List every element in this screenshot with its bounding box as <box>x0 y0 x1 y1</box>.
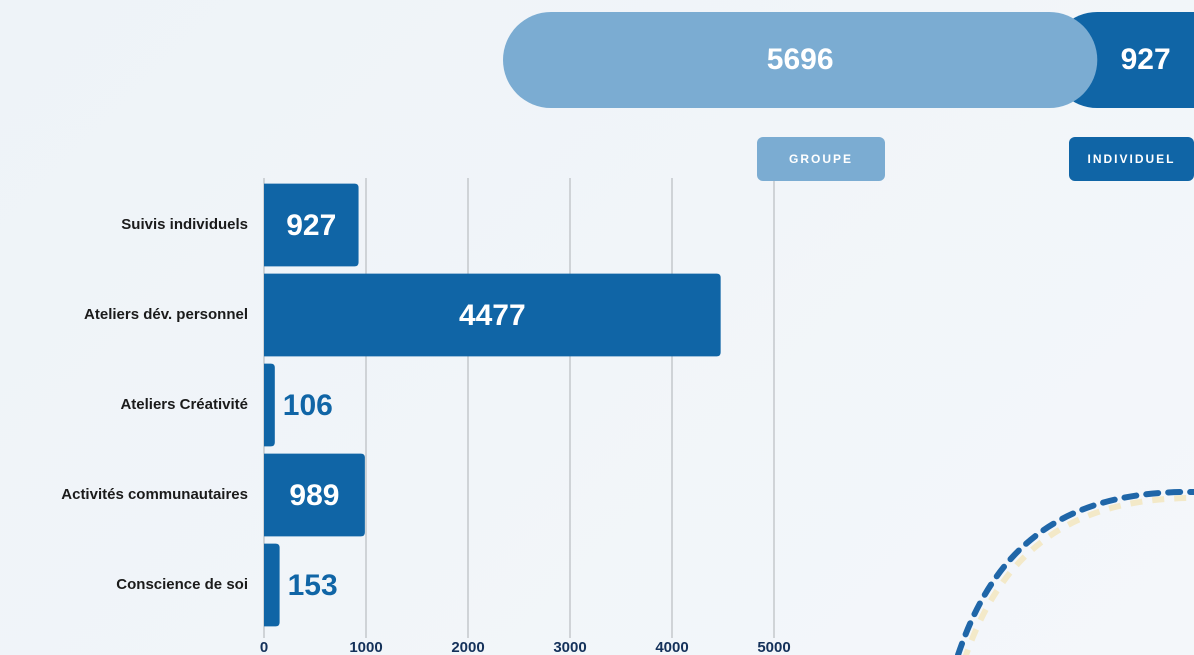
pill-segment <box>503 12 1098 108</box>
x-tick-label: 5000 <box>757 639 790 655</box>
value-label: 106 <box>283 389 333 422</box>
pill-value: 927 <box>1121 43 1171 76</box>
x-tick-label: 0 <box>260 639 268 655</box>
bar <box>264 543 280 627</box>
pill-value: 5696 <box>767 43 834 76</box>
category-label: Conscience de soi <box>116 576 248 593</box>
category-label: Ateliers Créativité <box>120 396 248 413</box>
decor-arc <box>955 488 1194 655</box>
legend-swatch <box>757 137 885 181</box>
bar <box>264 453 365 537</box>
x-tick-label: 1000 <box>349 639 382 655</box>
bar <box>264 273 721 357</box>
category-label: Activités communautaires <box>61 486 248 503</box>
bar <box>264 363 275 447</box>
x-tick-label: 4000 <box>655 639 688 655</box>
value-label: 989 <box>289 479 339 512</box>
decor-arc-shadow <box>962 495 1194 655</box>
x-tick-label: 2000 <box>451 639 484 655</box>
value-label: 4477 <box>459 299 526 332</box>
x-tick-label: 3000 <box>553 639 586 655</box>
bar <box>264 183 359 267</box>
legend-label: INDIVIDUEL <box>1087 152 1175 166</box>
value-label: 927 <box>286 209 336 242</box>
legend-label: GROUPE <box>789 152 853 166</box>
legend-swatch <box>1069 137 1194 181</box>
category-label: Ateliers dév. personnel <box>84 306 248 323</box>
category-label: Suivis individuels <box>121 216 248 233</box>
value-label: 153 <box>288 569 338 602</box>
